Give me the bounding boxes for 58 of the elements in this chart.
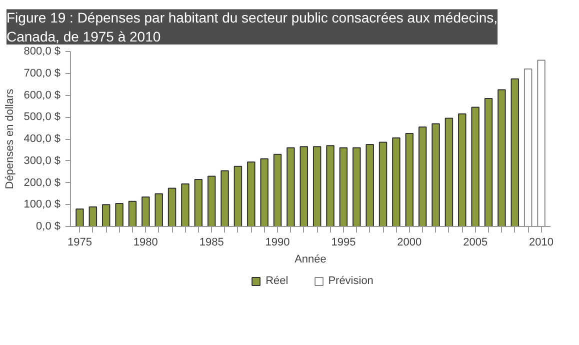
bar <box>510 78 520 226</box>
bar <box>234 166 242 226</box>
bar <box>339 147 348 226</box>
x-tick-label: 2000 <box>397 236 422 248</box>
bar <box>484 98 493 226</box>
bar <box>142 196 150 226</box>
bar <box>352 147 361 226</box>
bar <box>220 170 229 226</box>
bar <box>458 113 466 226</box>
bar <box>471 106 480 226</box>
bar <box>207 176 216 226</box>
y-tick-label: 800,0 $ <box>24 46 60 58</box>
bar <box>366 144 374 226</box>
y-axis-title: Dépenses en dollars <box>4 88 16 190</box>
bar <box>392 137 400 226</box>
bar <box>432 123 440 226</box>
bar <box>524 68 532 226</box>
bar <box>102 204 110 226</box>
bar <box>194 178 203 226</box>
bar <box>498 89 506 226</box>
y-tick-label: 600,0 $ <box>24 89 60 102</box>
legend-label: Prévision <box>328 275 374 287</box>
x-axis-title: Année <box>294 254 326 266</box>
bar <box>418 126 427 226</box>
y-tick-label: 100,0 $ <box>24 198 60 211</box>
bar <box>115 203 124 226</box>
bar <box>154 193 163 226</box>
bar <box>260 158 268 226</box>
bar <box>300 146 308 226</box>
bar <box>312 146 322 226</box>
bar <box>273 154 282 226</box>
legend-label: Réel <box>266 275 288 287</box>
bar <box>168 188 176 226</box>
y-tick-label: 500,0 $ <box>24 111 60 124</box>
y-tick-label: 200,0 $ <box>24 176 60 189</box>
bar <box>405 133 414 226</box>
bar <box>378 142 388 226</box>
bar <box>326 145 334 226</box>
x-tick-label: 2010 <box>529 236 554 248</box>
bar <box>444 118 454 226</box>
y-tick-label: 400,0 $ <box>24 133 60 145</box>
bar <box>88 206 98 226</box>
bar <box>128 200 137 226</box>
bar <box>537 60 546 226</box>
bar <box>181 183 190 226</box>
bar <box>76 208 84 226</box>
bar <box>286 147 295 226</box>
x-tick-label: 1995 <box>331 236 356 248</box>
y-tick-label: 300,0 $ <box>24 154 60 167</box>
x-tick-label: 2005 <box>463 236 488 248</box>
bar <box>247 161 256 226</box>
y-tick-label: 0,0 $ <box>36 220 61 232</box>
x-tick-label: 1975 <box>67 236 92 248</box>
x-tick-label: 1990 <box>265 236 290 248</box>
y-tick-label: 700,0 $ <box>24 67 60 80</box>
chart-title: Figure 19 : Dépenses par habitant du secteur public consacrées aux médecins, Canada, de 1975 à 2010 <box>6 9 498 44</box>
x-tick-label: 1980 <box>133 236 158 248</box>
x-tick-label: 1985 <box>199 236 224 248</box>
